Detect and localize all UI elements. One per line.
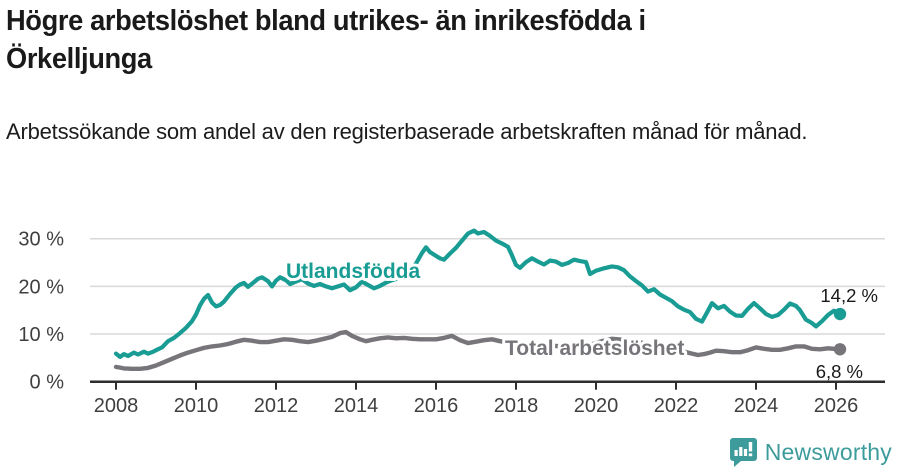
x-axis-tick-label: 2008 bbox=[94, 395, 139, 417]
series-line-total bbox=[113, 329, 843, 372]
end-value-label: 14,2 % bbox=[820, 285, 878, 306]
x-axis-tick-label: 2024 bbox=[734, 395, 779, 417]
x-axis-tick-label: 2016 bbox=[414, 395, 459, 417]
x-axis-tick-label: 2018 bbox=[494, 395, 539, 417]
brand-name: Newsworthy bbox=[764, 438, 892, 465]
x-axis-tick-label: 2010 bbox=[174, 395, 219, 417]
series-label: Utlandsfödda bbox=[286, 260, 420, 283]
x-axis-tick-label: 2012 bbox=[254, 395, 299, 417]
newsworthy-logo: Newsworthy bbox=[729, 436, 892, 468]
end-value-label: 6,8 % bbox=[816, 361, 863, 382]
unemployment-line-chart: 0 % 10 % 20 % 30 % 2008 2010 2012 2014 2016 2018 2… bbox=[0, 200, 900, 430]
x-axis-tick-label: 2020 bbox=[574, 395, 619, 417]
y-axis-tick-label: 0 % bbox=[30, 372, 65, 394]
series-end-dot bbox=[833, 307, 847, 321]
header: Högre arbetslöshet bland utrikes- än inr… bbox=[6, 2, 886, 144]
y-axis-tick-label: 20 % bbox=[18, 276, 64, 298]
y-axis-tick-label: 10 % bbox=[18, 324, 64, 346]
speech-bubble-bar-chart-icon bbox=[729, 438, 757, 467]
series-line-utlandsfodda bbox=[113, 228, 843, 359]
series-end-dot bbox=[833, 343, 847, 356]
series-label: Total arbetslöshet bbox=[505, 337, 684, 360]
x-axis-tick-label: 2026 bbox=[814, 395, 859, 417]
x-axis-tick-label: 2014 bbox=[334, 395, 379, 417]
y-axis-tick-label: 30 % bbox=[18, 229, 64, 251]
x-axis-tick-label: 2022 bbox=[654, 395, 699, 417]
chart-subtitle: Arbetssökande som andel av den registerb… bbox=[6, 119, 808, 144]
line-chart-canvas: 0 % 10 % 20 % 30 % 2008 2010 2012 2014 2016 2018 2… bbox=[18, 228, 885, 417]
page-title: Högre arbetslöshet bland utrikes- än inr… bbox=[6, 5, 646, 75]
